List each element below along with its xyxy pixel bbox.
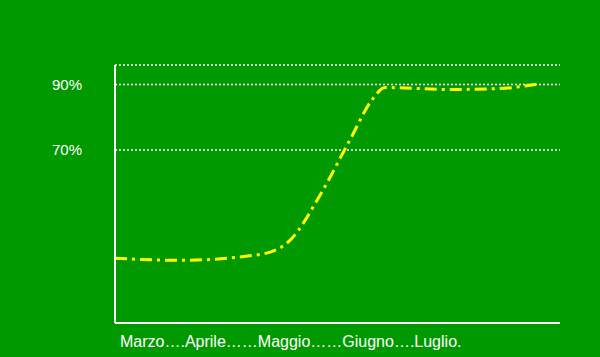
- svg-text:70%: 70%: [52, 141, 82, 158]
- svg-text:90%: 90%: [52, 76, 82, 93]
- svg-text:Marzo….Aprile……Maggio……Giugno…: Marzo….Aprile……Maggio……Giugno….Luglio.: [120, 333, 461, 350]
